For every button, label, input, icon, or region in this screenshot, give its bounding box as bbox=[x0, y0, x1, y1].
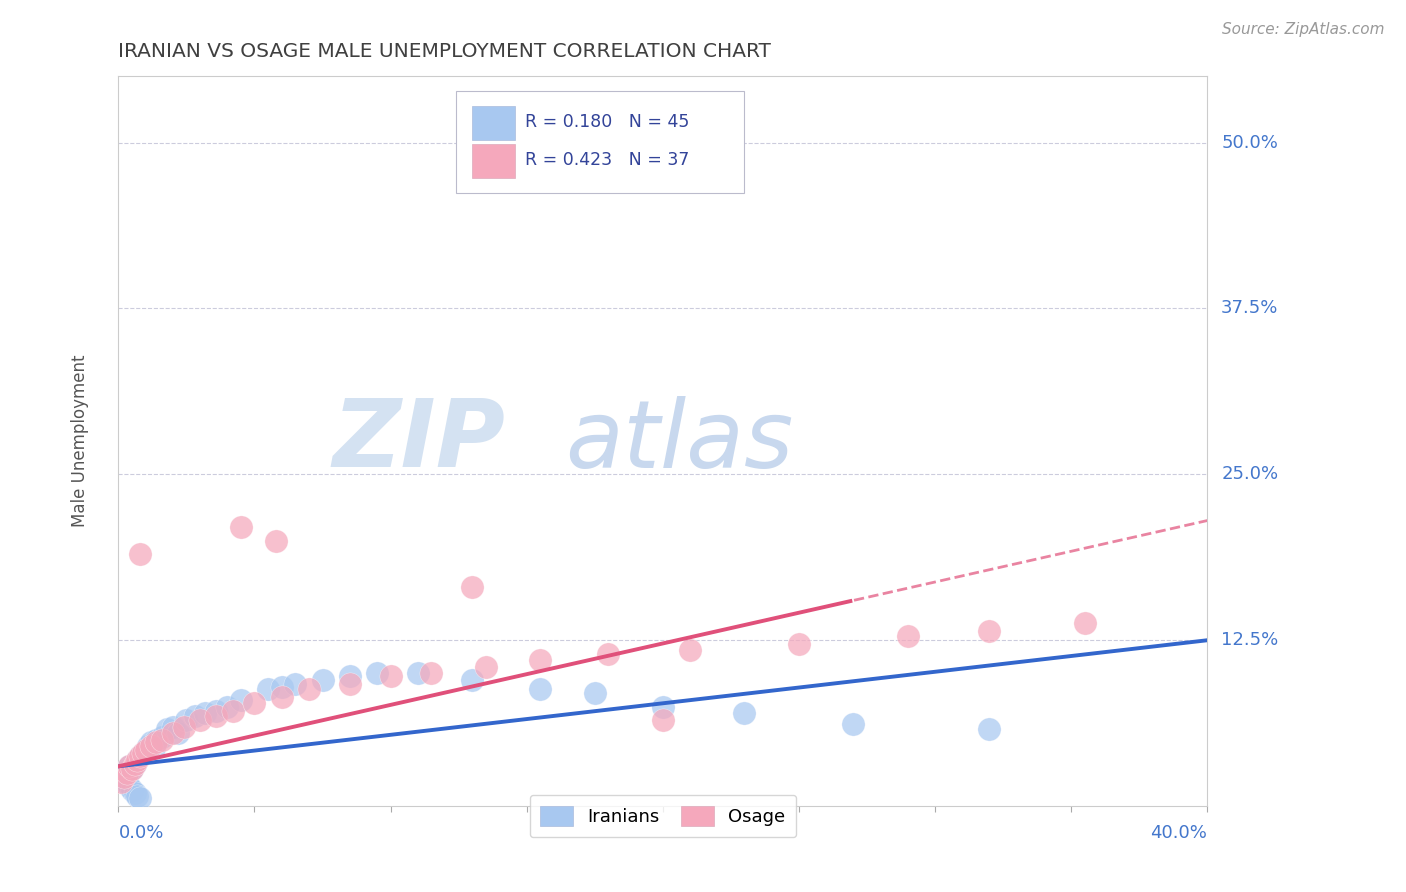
Point bbox=[679, 642, 702, 657]
Point bbox=[139, 739, 162, 754]
Point bbox=[167, 726, 190, 740]
Point bbox=[284, 677, 307, 691]
Point bbox=[132, 746, 155, 760]
Text: 40.0%: 40.0% bbox=[1150, 824, 1208, 842]
Point bbox=[162, 719, 184, 733]
Point bbox=[121, 762, 143, 776]
Text: ZIP: ZIP bbox=[332, 395, 505, 487]
Point bbox=[461, 580, 484, 594]
Point bbox=[127, 753, 149, 767]
Point bbox=[115, 775, 138, 789]
Point bbox=[420, 666, 443, 681]
Point bbox=[651, 699, 673, 714]
Text: atlas: atlas bbox=[565, 396, 793, 487]
Point bbox=[475, 660, 498, 674]
Point bbox=[173, 719, 195, 733]
Point bbox=[270, 680, 292, 694]
Point bbox=[127, 789, 149, 803]
Point bbox=[243, 696, 266, 710]
Point bbox=[115, 766, 138, 780]
Point bbox=[205, 704, 228, 718]
Point bbox=[132, 746, 155, 760]
Point bbox=[142, 740, 165, 755]
Point bbox=[264, 533, 287, 548]
Point bbox=[156, 722, 179, 736]
FancyBboxPatch shape bbox=[472, 145, 515, 178]
Point bbox=[461, 673, 484, 687]
Point bbox=[529, 653, 551, 667]
Point bbox=[129, 547, 152, 561]
Point bbox=[110, 775, 132, 789]
Point bbox=[897, 629, 920, 643]
Point bbox=[129, 748, 152, 763]
Point bbox=[176, 713, 198, 727]
Point bbox=[979, 624, 1001, 638]
Point bbox=[298, 682, 321, 697]
Point bbox=[406, 666, 429, 681]
Point bbox=[311, 673, 333, 687]
Point bbox=[124, 756, 146, 771]
Point bbox=[124, 786, 146, 800]
Point bbox=[188, 713, 211, 727]
Text: 12.5%: 12.5% bbox=[1222, 632, 1278, 649]
Point bbox=[124, 756, 146, 771]
Point bbox=[564, 162, 586, 177]
Text: R = 0.180   N = 45: R = 0.180 N = 45 bbox=[524, 113, 689, 131]
Point bbox=[229, 520, 252, 534]
Point bbox=[339, 677, 361, 691]
Point bbox=[229, 693, 252, 707]
Point bbox=[651, 713, 673, 727]
Point bbox=[979, 722, 1001, 736]
Point bbox=[529, 682, 551, 697]
Text: Source: ZipAtlas.com: Source: ZipAtlas.com bbox=[1222, 22, 1385, 37]
Text: 50.0%: 50.0% bbox=[1222, 134, 1278, 152]
Text: 37.5%: 37.5% bbox=[1222, 300, 1278, 318]
Text: IRANIAN VS OSAGE MALE UNEMPLOYMENT CORRELATION CHART: IRANIAN VS OSAGE MALE UNEMPLOYMENT CORRE… bbox=[118, 42, 772, 61]
Point bbox=[118, 779, 141, 793]
Point bbox=[205, 709, 228, 723]
Point bbox=[1074, 615, 1097, 630]
Point bbox=[150, 730, 173, 744]
Point bbox=[787, 637, 810, 651]
Text: 25.0%: 25.0% bbox=[1222, 466, 1278, 483]
Point bbox=[127, 753, 149, 767]
Point bbox=[380, 669, 402, 683]
Point bbox=[734, 706, 756, 721]
Point bbox=[145, 735, 167, 749]
Point bbox=[112, 770, 135, 784]
Point bbox=[598, 647, 620, 661]
Legend: Iranians, Osage: Iranians, Osage bbox=[530, 795, 796, 838]
Point bbox=[366, 666, 388, 681]
Point bbox=[194, 706, 217, 721]
Point bbox=[136, 739, 159, 754]
Point bbox=[842, 717, 865, 731]
Point bbox=[339, 669, 361, 683]
Point bbox=[121, 762, 143, 776]
Point bbox=[121, 783, 143, 797]
Point bbox=[270, 690, 292, 705]
Point bbox=[115, 766, 138, 780]
Point bbox=[583, 686, 606, 700]
Point bbox=[257, 682, 280, 697]
Point bbox=[139, 735, 162, 749]
Text: 0.0%: 0.0% bbox=[118, 824, 163, 842]
Point bbox=[110, 772, 132, 787]
Point bbox=[129, 791, 152, 805]
Point bbox=[183, 709, 205, 723]
Text: R = 0.423   N = 37: R = 0.423 N = 37 bbox=[524, 151, 689, 169]
Point bbox=[112, 770, 135, 784]
Point bbox=[222, 704, 245, 718]
Point bbox=[150, 732, 173, 747]
Point bbox=[129, 748, 152, 763]
Point bbox=[217, 699, 239, 714]
FancyBboxPatch shape bbox=[456, 91, 745, 193]
Text: Male Unemployment: Male Unemployment bbox=[72, 355, 89, 527]
Point bbox=[135, 743, 157, 757]
Point bbox=[162, 726, 184, 740]
FancyBboxPatch shape bbox=[472, 106, 515, 140]
Point bbox=[118, 759, 141, 773]
Point bbox=[118, 759, 141, 773]
Point bbox=[135, 743, 157, 757]
Point bbox=[145, 732, 167, 747]
